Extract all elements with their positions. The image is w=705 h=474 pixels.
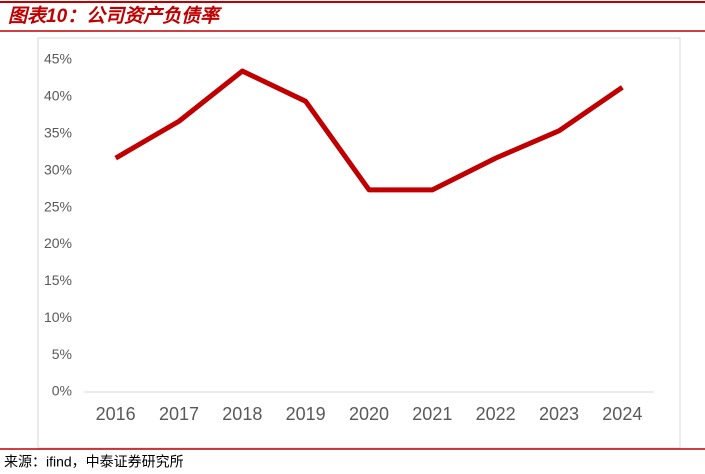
source-note: 来源：ifind，中泰证券研究所	[4, 454, 184, 470]
y-tick-label: 35%	[44, 124, 72, 140]
chart-title: 图表10：公司资产负债率	[8, 5, 222, 27]
y-tick-label: 30%	[44, 161, 72, 177]
x-tick-label: 2022	[476, 404, 516, 424]
y-tick-label: 20%	[44, 235, 72, 251]
y-tick-label: 0%	[52, 383, 72, 399]
line-series	[114, 68, 624, 193]
x-tick-label: 2019	[286, 404, 326, 424]
y-tick-label: 45%	[44, 51, 72, 67]
x-tick-label: 2018	[222, 404, 262, 424]
x-tick-label: 2023	[539, 404, 579, 424]
x-tick-label: 2024	[602, 404, 642, 424]
y-tick-label: 15%	[44, 272, 72, 288]
x-tick-label: 2017	[159, 404, 199, 424]
x-tick-label: 2016	[96, 404, 136, 424]
y-tick-label: 5%	[52, 346, 72, 362]
y-tick-label: 40%	[44, 88, 72, 104]
y-tick-label: 25%	[44, 198, 72, 214]
plot-frame	[37, 37, 681, 449]
x-tick-label: 2021	[412, 404, 452, 424]
x-tick-label: 2020	[349, 404, 389, 424]
y-tick-label: 10%	[44, 309, 72, 325]
